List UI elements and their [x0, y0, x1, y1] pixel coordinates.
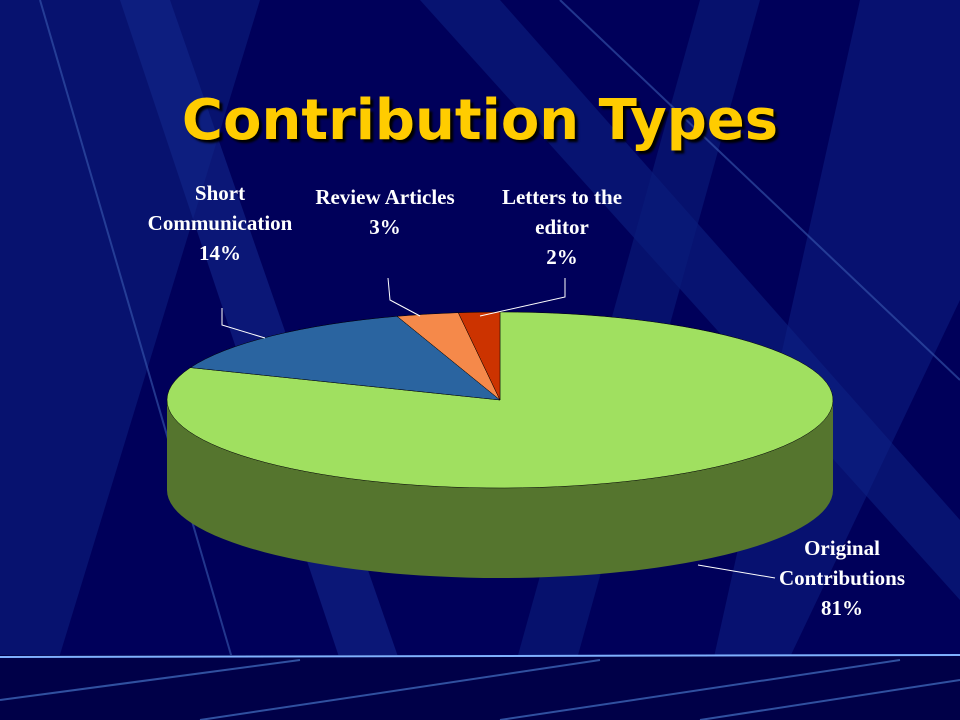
leader-line: [387, 277, 421, 317]
leader-line: [221, 308, 266, 339]
slice-side: [167, 400, 833, 578]
value-label: 81%: [821, 596, 863, 620]
value-label: 2%: [546, 245, 578, 269]
data-label: Letters to the editor 2%: [487, 182, 637, 272]
value-label: 14%: [199, 241, 241, 265]
category-label: Short Communication: [147, 181, 293, 235]
leader-line: [697, 564, 776, 579]
data-label: Review Articles 3%: [310, 182, 460, 242]
category-label: Review Articles: [315, 185, 455, 209]
chart-title: Contribution Types: [181, 88, 779, 153]
data-label: Original Contributions 81%: [767, 533, 917, 623]
category-label: Original Contributions: [778, 536, 906, 590]
leader-line: [479, 278, 566, 317]
data-label: Short Communication 14%: [145, 178, 295, 268]
value-label: 3%: [369, 215, 401, 239]
category-label: Letters to the editor: [501, 185, 623, 239]
